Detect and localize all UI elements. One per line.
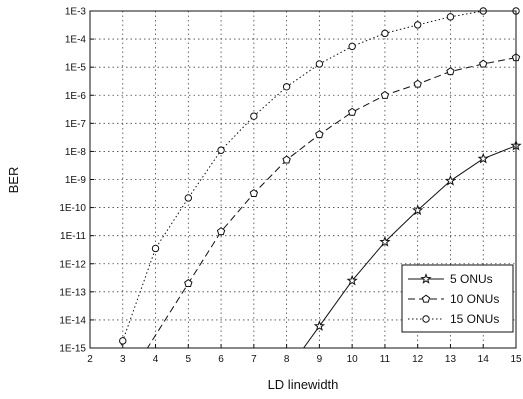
legend-marker-1 <box>420 273 432 284</box>
series-markers <box>119 7 522 345</box>
x-tick-label: 2 <box>87 354 93 365</box>
legend-label-1: 5 ONUs <box>450 272 493 286</box>
y-tick-label: 1E-15 <box>59 344 86 355</box>
series-3-point <box>381 29 389 38</box>
series-3-point <box>282 83 291 91</box>
x-tick-label: 9 <box>317 354 323 365</box>
series-1-point <box>346 274 358 286</box>
legend-label-3: 15 ONUs <box>450 312 499 326</box>
series-line-2 <box>146 57 516 348</box>
x-tick-label: 10 <box>347 354 359 365</box>
y-tick-labels: 1E-15 1E-14 1E-13 1E-12 1E-11 1E-10 1E-9 1E-8 1E… <box>59 7 86 355</box>
series-3-point <box>184 194 193 202</box>
grid <box>89 10 517 349</box>
y-tick-label: 1E-9 <box>65 175 87 186</box>
series-2-point <box>216 227 226 236</box>
series-3-point <box>446 13 455 21</box>
plot-frame <box>89 10 517 349</box>
y-tick-label: 1E-7 <box>65 119 87 130</box>
series-3-point <box>413 21 422 29</box>
x-tick-label: 6 <box>218 354 224 365</box>
x-tick-label: 5 <box>186 354 192 365</box>
series-3-point <box>348 42 356 51</box>
series-2-point <box>380 90 390 99</box>
x-tick-label: 4 <box>153 354 159 365</box>
y-tick-label: 1E-8 <box>65 147 87 158</box>
series-2-point <box>315 130 324 139</box>
x-tick-label: 15 <box>510 354 522 365</box>
series-line-3 <box>119 11 516 348</box>
series-lines <box>119 11 516 348</box>
y-tick-label: 1E-5 <box>65 63 87 74</box>
series-1-point <box>379 235 391 247</box>
x-tick-label: 8 <box>284 354 290 365</box>
series-1-point <box>313 320 326 331</box>
x-tick-labels: 2 3 4 5 6 7 8 9 10 11 12 13 14 15 <box>87 354 522 365</box>
y-tick-label: 1E-14 <box>59 315 86 326</box>
y-tick-label: 1E-10 <box>59 203 86 214</box>
y-tick-label: 1E-4 <box>65 35 87 46</box>
series-2-point <box>446 67 455 76</box>
series-2-point <box>413 79 422 88</box>
series-3-point <box>151 244 160 253</box>
series-3-point <box>250 112 258 120</box>
x-tick-label: 3 <box>120 354 126 365</box>
x-tick-label: 13 <box>445 354 457 365</box>
series-3-point <box>315 60 324 68</box>
y-tick-label: 1E-3 <box>65 7 87 18</box>
series-2-point <box>479 59 488 68</box>
y-tick-label: 1E-11 <box>60 231 86 242</box>
x-tick-label: 14 <box>478 354 490 365</box>
y-axis-label: BER <box>6 167 21 194</box>
legend-marker-2 <box>421 294 431 303</box>
legend: 5 ONUs 10 ONUs 15 ONUs <box>401 264 514 333</box>
series-2-point <box>184 278 193 287</box>
series-3-point <box>217 146 225 154</box>
series-line-1 <box>303 145 516 348</box>
x-axis-label: LD linewidth <box>268 377 339 392</box>
series-2-point <box>282 155 291 164</box>
legend-marker-3 <box>422 315 430 323</box>
y-tick-label: 1E-6 <box>65 91 87 102</box>
y-tick-label: 1E-12 <box>59 259 86 270</box>
x-tick-label: 7 <box>251 354 257 365</box>
series-1-point <box>412 204 424 216</box>
series-1-point <box>477 152 489 164</box>
x-tick-label: 11 <box>380 354 391 365</box>
x-tick-label: 12 <box>412 354 424 365</box>
series-1-point <box>444 174 457 186</box>
series-2-point <box>249 188 259 197</box>
y-tick-label: 1E-13 <box>59 287 86 298</box>
series-2-point <box>347 107 357 116</box>
series-3-point <box>119 337 127 345</box>
legend-label-2: 10 ONUs <box>450 292 499 306</box>
